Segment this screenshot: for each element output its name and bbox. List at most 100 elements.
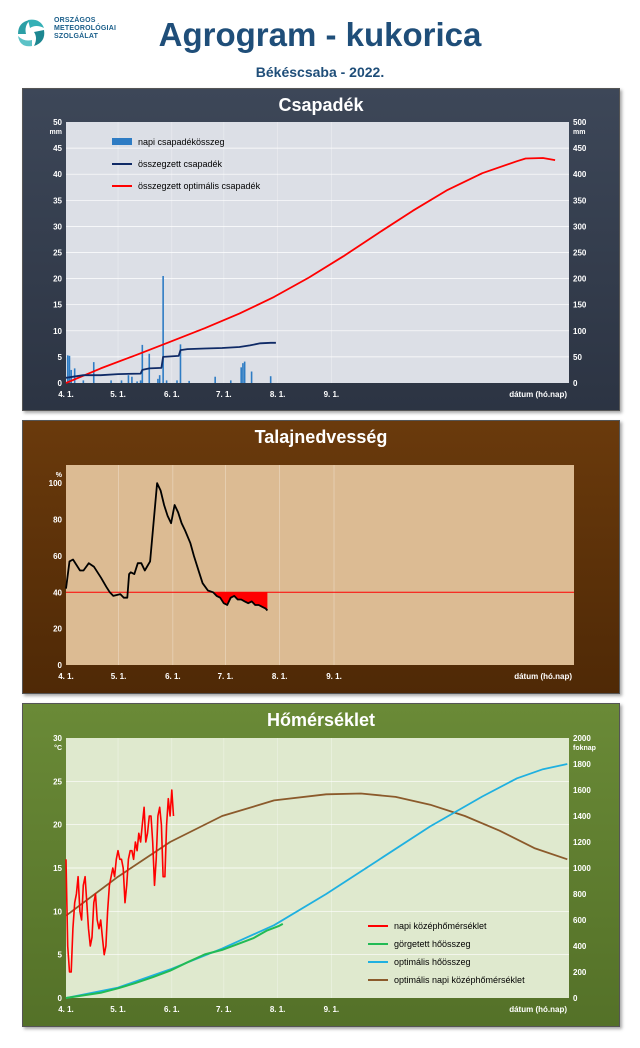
right-y-tick-label: 300 <box>573 222 587 231</box>
x-tick-label: 4. 1. <box>58 390 74 399</box>
precipitation-title: Csapadék <box>278 95 364 115</box>
temperature-title: Hőmérséklet <box>266 710 376 730</box>
x-tick-label: 8. 1. <box>272 672 288 681</box>
left-y-tick-label: 15 <box>53 301 62 310</box>
soil-moisture-chart: 4. 1. 5. 1. 6. 1. 7. 1. 8. 1. 9. 1. dátum (hó.… <box>49 465 574 681</box>
legend-label: napi középhőmérséklet <box>394 921 487 931</box>
right-y-tick-label: 100 <box>573 327 587 336</box>
right-y-tick-label: 500 <box>573 118 587 127</box>
rolling-heat-sum-line <box>65 923 284 999</box>
right-y-unit-label: foknap <box>573 745 596 752</box>
x-tick-label: 7. 1. <box>216 390 232 399</box>
x-axis-label: dátum (hó.nap) <box>514 672 572 681</box>
left-y-tick-label: 5 <box>58 353 63 362</box>
x-tick-label: 9. 1. <box>326 672 342 681</box>
omsz-logo: ORSZÁGOS METEOROLÓGIAI SZOLGÁLAT <box>14 16 124 56</box>
right-y-tick-label: 1800 <box>573 760 591 769</box>
x-tick-label: 5. 1. <box>111 672 127 681</box>
optimal-heat-sum-line <box>65 763 568 999</box>
legend-label: optimális napi középhőmérséklet <box>394 975 525 985</box>
precip-bar <box>136 381 138 383</box>
precip-bar <box>188 380 190 383</box>
x-tick-label: 6. 1. <box>164 390 180 399</box>
left-y-tick-label: 80 <box>53 516 62 525</box>
left-y-tick-label: 25 <box>53 777 62 786</box>
precip-bar <box>120 380 123 383</box>
precip-bar <box>68 355 71 383</box>
x-tick-label: 8. 1. <box>270 1005 286 1014</box>
logo-mark-icon <box>18 19 45 47</box>
left-y-tick-label: 25 <box>53 249 62 258</box>
x-tick-label: 7. 1. <box>216 1005 232 1014</box>
precip-bar <box>66 355 69 383</box>
precipitation-chart: 4. 1. 5. 1. 6. 1. 7. 1. 8. 1. 9. 1. dátum (hó.… <box>50 118 587 399</box>
right-y-tick-label: 400 <box>573 170 587 179</box>
left-y-tick-label: 40 <box>53 588 62 597</box>
right-y-tick-label: 0 <box>573 994 578 1003</box>
precip-bar <box>229 380 232 383</box>
left-y-tick-label: 20 <box>53 275 62 284</box>
logo-text: ORSZÁGOS METEOROLÓGIAI SZOLGÁLAT <box>54 17 116 41</box>
x-tick-label: 9. 1. <box>324 390 340 399</box>
right-y-tick-label: 400 <box>573 942 587 951</box>
precip-bar <box>131 376 133 383</box>
x-axis-label: dátum (hó.nap) <box>509 1005 567 1014</box>
precipitation-panel: Csapadék 4. 1. 5. 1. 6. 1. 7. 1. 8. 1. 9. 1. d… <box>22 88 620 411</box>
right-y-tick-label: 50 <box>573 353 582 362</box>
left-y-unit-label: % <box>56 472 63 479</box>
x-tick-label: 4. 1. <box>58 1005 74 1014</box>
left-y-tick-label: 20 <box>53 625 62 634</box>
right-y-tick-label: 600 <box>573 916 587 925</box>
left-y-tick-label: 40 <box>53 170 62 179</box>
right-y-tick-label: 150 <box>573 301 587 310</box>
optimal-daily-temp-line <box>65 792 568 917</box>
right-y-tick-label: 1400 <box>573 812 591 821</box>
legend-label: összegzett optimális csapadék <box>138 181 261 191</box>
left-y-unit-label: °C <box>54 744 62 752</box>
precip-bar <box>240 367 242 383</box>
left-y-tick-label: 0 <box>58 661 63 670</box>
x-tick-label: 8. 1. <box>270 390 286 399</box>
page-header: ORSZÁGOS METEOROLÓGIAI SZOLGÁLAT Agrogra… <box>0 0 640 88</box>
precip-bar <box>127 375 130 383</box>
cumulative-precip-line <box>65 341 276 379</box>
left-y-tick-label: 10 <box>53 907 62 916</box>
precip-bar <box>158 375 161 383</box>
x-axis-label: dátum (hó.nap) <box>509 390 567 399</box>
x-tick-label: 6. 1. <box>165 672 181 681</box>
precip-bar <box>243 361 246 383</box>
legend-label: napi csapadékösszeg <box>138 137 225 147</box>
precip-bar <box>214 376 216 383</box>
temperature-panel: Hőmérséklet 4. 1. 5. 1. 6. 1. 7. 1. 8. 1. 9. … <box>22 703 620 1027</box>
left-y-tick-label: 45 <box>53 144 62 153</box>
left-y-tick-label: 50 <box>53 118 62 127</box>
precip-bar <box>141 344 144 383</box>
right-y-tick-label: 1600 <box>573 786 591 795</box>
logo-line-2: METEOROLÓGIAI <box>54 25 117 32</box>
optimal-cumulative-precip-line <box>65 157 556 384</box>
page-subtitle: Békéscsaba - 2022. <box>255 64 385 80</box>
x-tick-label: 6. 1. <box>164 1005 180 1014</box>
right-y-tick-label: 800 <box>573 890 587 899</box>
precip-bar <box>82 380 85 383</box>
logo-line-1: ORSZÁGOS <box>54 17 96 24</box>
x-tick-label: 5. 1. <box>110 390 126 399</box>
logo-line-3: SZOLGÁLAT <box>54 33 99 40</box>
precip-bar <box>176 380 178 383</box>
soil-moisture-line <box>65 482 269 612</box>
legend-label: összegzett csapadék <box>138 159 223 169</box>
legend-label: optimális hőösszeg <box>394 957 471 967</box>
soil-moisture-title: Talajnedvesség <box>254 427 388 447</box>
left-y-tick-label: 5 <box>58 951 63 960</box>
precip-bar <box>139 380 142 383</box>
soil-moisture-panel: Talajnedvesség 4. 1. 5. 1. 6. 1. 7. 1. 8. 1.… <box>22 420 620 694</box>
precip-bar <box>179 344 182 383</box>
right-y-tick-label: 1000 <box>573 864 591 873</box>
temperature-chart: 4. 1. 5. 1. 6. 1. 7. 1. 8. 1. 9. 1. dátum (hó.… <box>53 734 596 1014</box>
x-tick-label: 9. 1. <box>324 1005 340 1014</box>
left-y-tick-label: 0 <box>58 994 63 1003</box>
precip-bar <box>250 371 253 383</box>
precip-bar <box>162 275 164 383</box>
right-y-tick-label: 2000 <box>573 734 591 743</box>
left-y-tick-label: 30 <box>53 734 62 743</box>
